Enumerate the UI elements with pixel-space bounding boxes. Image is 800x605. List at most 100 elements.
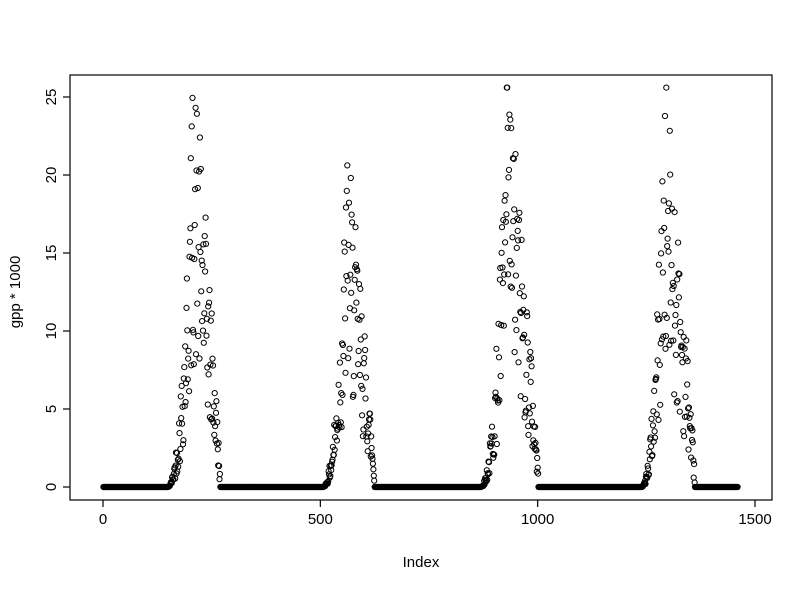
data-point [505, 174, 512, 181]
data-point [357, 336, 364, 343]
data-point [521, 331, 528, 338]
data-point [345, 355, 352, 362]
data-point [205, 371, 212, 378]
data-point [513, 327, 520, 334]
data-point [505, 271, 512, 278]
data-point [512, 151, 519, 158]
data-point [339, 391, 346, 398]
data-point [674, 276, 681, 283]
y-axis: 0 5 10 15 20 25 [43, 89, 70, 491]
data-point [648, 415, 655, 422]
data-point [518, 236, 525, 243]
data-point [671, 322, 679, 329]
data-point [527, 378, 534, 385]
data-point [485, 459, 493, 466]
data-point [363, 423, 370, 430]
data-point [178, 382, 185, 389]
data-point [364, 438, 371, 445]
data-point [661, 112, 669, 120]
data-point [200, 339, 207, 346]
data-point [690, 474, 697, 481]
data-point [532, 439, 539, 446]
data-point [182, 399, 189, 406]
data-point [691, 461, 698, 468]
data-point [179, 420, 186, 427]
x-tick-label: 500 [308, 511, 333, 528]
data-point [681, 345, 688, 352]
data-point [650, 438, 657, 445]
data-point [198, 257, 205, 264]
data-point [684, 358, 691, 365]
data-point [355, 361, 362, 368]
data-point [197, 248, 204, 256]
data-point [335, 381, 342, 388]
data-point [202, 268, 209, 275]
data-point [481, 481, 488, 488]
data-point [663, 314, 670, 321]
data-point [674, 398, 681, 405]
data-point [349, 244, 356, 251]
data-point [342, 204, 350, 211]
data-point [651, 434, 659, 441]
data-point [523, 309, 530, 316]
data-point [336, 359, 343, 366]
data-point [689, 439, 696, 446]
data-point [337, 399, 344, 406]
y-tick-label: 15 [43, 245, 60, 262]
data-point [685, 405, 692, 412]
data-point [506, 111, 513, 118]
data-point [369, 460, 376, 467]
data-point [486, 470, 493, 477]
y-tick-label: 5 [43, 405, 60, 413]
data-point [501, 271, 508, 278]
data-point [175, 463, 182, 470]
data-point [528, 355, 535, 362]
data-point [191, 221, 198, 229]
data-point [204, 364, 211, 371]
data-point [201, 310, 208, 317]
data-point [651, 428, 658, 435]
data-point [683, 337, 690, 344]
data-point [176, 420, 183, 427]
data-point [485, 471, 492, 478]
data-point [680, 428, 687, 435]
data-point [324, 480, 331, 487]
data-point [529, 402, 537, 409]
data-point [216, 476, 223, 483]
x-tick-label: 1000 [521, 511, 554, 528]
data-point [181, 364, 188, 371]
data-point [368, 444, 375, 452]
data-point [672, 311, 679, 319]
data-point [681, 433, 688, 440]
data-point [671, 391, 678, 398]
data-point [348, 289, 355, 296]
data-point [370, 466, 377, 473]
data-point [211, 390, 218, 397]
data-point [524, 339, 531, 346]
data-point [644, 474, 651, 481]
data-point [340, 286, 347, 293]
data-point [506, 257, 513, 264]
data-point [214, 446, 221, 453]
data-point [209, 362, 217, 369]
data-point [517, 393, 524, 400]
data-point [207, 361, 214, 368]
data-point [670, 282, 677, 290]
data-point [331, 446, 338, 453]
data-point [209, 415, 216, 422]
data-point [183, 275, 190, 282]
data-point [351, 276, 358, 283]
data-point [664, 243, 671, 250]
data-point [197, 165, 204, 173]
data-point [364, 448, 371, 455]
data-point [493, 440, 500, 448]
data-point [508, 125, 515, 132]
data-point [357, 285, 364, 292]
data-point [199, 318, 206, 325]
data-point [657, 340, 664, 347]
data-point [512, 272, 520, 279]
data-point [496, 276, 503, 283]
data-point [498, 224, 506, 231]
data-point [354, 267, 361, 274]
data-point [342, 369, 349, 376]
